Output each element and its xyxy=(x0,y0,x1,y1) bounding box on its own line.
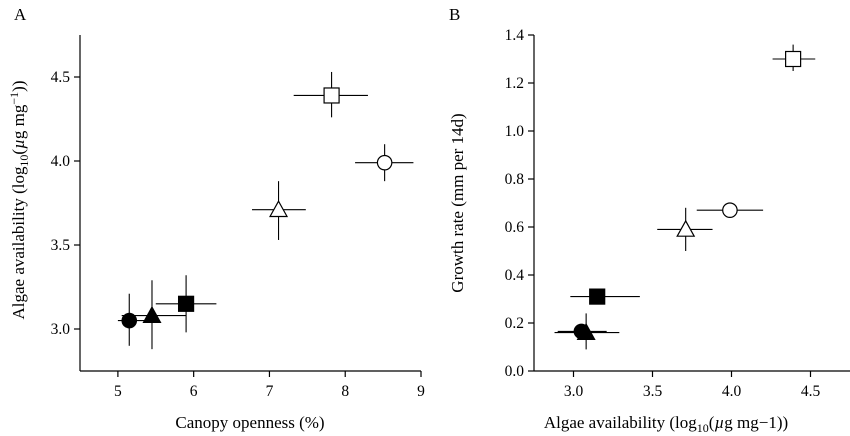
y-tick-label: 4.5 xyxy=(51,69,71,86)
data-point-open-triangle xyxy=(657,207,713,251)
panel-b-y-axis-label: Growth rate (mm per 14d) xyxy=(448,113,467,292)
filled-square-marker xyxy=(589,288,606,305)
y-tick-label: 0.8 xyxy=(505,171,525,188)
y-tick-label: 0.6 xyxy=(505,219,525,236)
data-point-open-circle xyxy=(696,202,764,218)
y-tick-label: 0.2 xyxy=(505,315,524,332)
panel-a-points xyxy=(117,71,414,350)
data-point-open-circle xyxy=(355,144,414,182)
open-circle-marker xyxy=(722,202,738,218)
data-point-filled-triangle xyxy=(554,313,620,350)
x-tick-label: 6 xyxy=(190,383,198,400)
open-square-marker xyxy=(323,87,340,104)
x-tick-label: 8 xyxy=(341,383,349,400)
open-circle-marker xyxy=(376,154,393,171)
open-triangle-marker xyxy=(676,219,696,237)
y-tick-label: 0.4 xyxy=(505,267,525,284)
data-point-filled-square xyxy=(155,275,217,333)
panel-a: A 5 6 7 8 9 3.0 3.5 4.0 4.5 Canopy openness (%)… xyxy=(7,5,425,432)
panel-a-x-ticks: 5 6 7 8 9 xyxy=(114,371,425,400)
x-tick-label: 5 xyxy=(114,383,122,400)
panel-b-y-ticks: 0.0 0.2 0.4 0.6 0.8 1.0 1.2 1.4 xyxy=(505,27,534,380)
panel-b: B 3.0 3.5 4.0 4.5 0.00.20.40.60.81.01.21.4 … xyxy=(448,5,850,435)
y-tick-label: 1.4 xyxy=(505,27,525,44)
filled-triangle-marker xyxy=(576,322,596,340)
y-tick-label: 3.0 xyxy=(51,321,71,338)
panel-a-y-axis-label: Algae availability (log10(µg mg−1)) xyxy=(7,80,31,319)
y-tick-label: 4.0 xyxy=(51,153,71,170)
y-tick-label: 3.5 xyxy=(51,237,71,254)
data-point-open-square xyxy=(772,44,816,71)
open-square-marker xyxy=(785,50,802,68)
filled-square-marker xyxy=(177,295,195,312)
open-triangle-marker xyxy=(269,199,289,218)
data-point-open-square xyxy=(293,71,368,118)
x-tick-label: 4.0 xyxy=(722,383,742,400)
filled-triangle-marker xyxy=(142,305,162,323)
data-point-filled-square xyxy=(570,288,640,305)
panel-a-x-axis-label: Canopy openness (%) xyxy=(175,413,324,432)
panel-a-y-ticks: 3.0 3.5 4.0 4.5 xyxy=(51,69,80,338)
panel-b-points xyxy=(554,44,816,350)
y-tick-label: 0.0 xyxy=(505,363,525,380)
x-tick-label: 3.5 xyxy=(643,383,663,400)
panel-a-label: A xyxy=(14,5,27,24)
filled-circle-marker xyxy=(121,312,138,329)
x-tick-label: 9 xyxy=(417,383,425,400)
panel-b-x-axis-label: Algae availability (log10(µg mg−1)) xyxy=(544,413,788,435)
x-tick-label: 4.5 xyxy=(801,383,821,400)
data-point-filled-triangle xyxy=(121,280,187,350)
data-point-filled-circle xyxy=(117,293,145,346)
panel-b-x-ticks: 3.0 3.5 4.0 4.5 xyxy=(564,371,821,400)
y-tick-label: 1.2 xyxy=(505,75,524,92)
data-point-open-triangle xyxy=(252,181,306,240)
x-tick-label: 7 xyxy=(266,383,274,400)
panel-b-label: B xyxy=(449,5,460,24)
y-tick-label: 1.0 xyxy=(505,123,525,140)
x-tick-label: 3.0 xyxy=(564,383,584,400)
